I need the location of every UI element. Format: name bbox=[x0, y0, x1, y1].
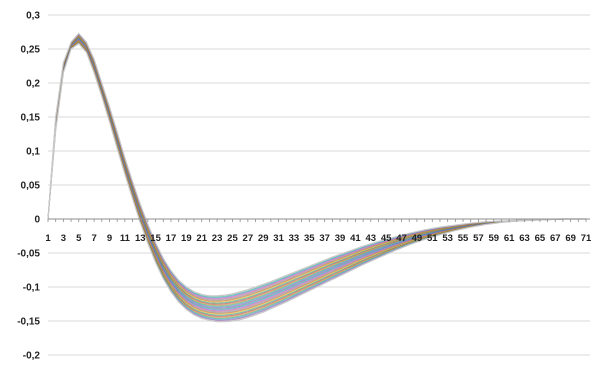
zero-axis bbox=[47, 218, 590, 222]
y-tick-label: 0,05 bbox=[21, 181, 41, 192]
x-tick-label: 55 bbox=[458, 233, 469, 244]
x-tick-label: 49 bbox=[412, 233, 423, 244]
x-tick-label: 61 bbox=[504, 233, 515, 244]
x-tick-label: 53 bbox=[442, 233, 453, 244]
series-line bbox=[47, 33, 586, 299]
x-tick-label: 1 bbox=[45, 233, 51, 244]
x-tick-label: 45 bbox=[381, 233, 392, 244]
x-tick-label: 35 bbox=[304, 233, 315, 244]
series-lines bbox=[47, 32, 586, 323]
x-tick-label: 13 bbox=[135, 233, 146, 244]
series-line bbox=[47, 33, 586, 298]
x-tick-label: 17 bbox=[166, 233, 177, 244]
series-line bbox=[47, 33, 586, 300]
x-tick-label: 19 bbox=[181, 233, 192, 244]
y-tick-label: -0,1 bbox=[23, 283, 41, 294]
gridlines bbox=[48, 14, 590, 356]
y-tick-label: 0,3 bbox=[26, 11, 40, 22]
x-tick-label: 23 bbox=[212, 233, 223, 244]
x-tick-label: 33 bbox=[289, 233, 300, 244]
x-tick-label: 69 bbox=[565, 233, 576, 244]
x-tick-label: 71 bbox=[581, 233, 592, 244]
x-tick-label: 47 bbox=[396, 233, 407, 244]
y-tick-label: 0 bbox=[34, 215, 40, 226]
x-tick-label: 21 bbox=[196, 233, 207, 244]
y-tick-label: 0,25 bbox=[21, 45, 41, 56]
y-tick-label: -0,15 bbox=[17, 317, 40, 328]
x-tick-labels: 1 3 5 7 9 11 13 15 17 19 21 23 25 27 29 31 33 35 37 39 41 43 4… bbox=[45, 233, 592, 244]
x-tick-label: 41 bbox=[350, 233, 361, 244]
x-tick-label: 39 bbox=[335, 233, 346, 244]
x-tick-label: 9 bbox=[107, 233, 112, 244]
x-tick-label: 11 bbox=[120, 233, 131, 244]
x-tick-label: 5 bbox=[76, 233, 82, 244]
x-tick-label: 31 bbox=[273, 233, 284, 244]
series-line bbox=[47, 32, 586, 297]
y-tick-label: 0,1 bbox=[26, 147, 40, 158]
x-tick-label: 57 bbox=[473, 233, 484, 244]
x-tick-label: 65 bbox=[535, 233, 546, 244]
y-tick-label: 0,2 bbox=[26, 79, 40, 90]
x-tick-label: 67 bbox=[550, 233, 561, 244]
y-tick-label: -0,2 bbox=[23, 351, 41, 362]
x-tick-label: 63 bbox=[519, 233, 530, 244]
x-tick-label: 15 bbox=[150, 233, 161, 244]
y-tick-label: 0,15 bbox=[21, 113, 41, 124]
x-tick-label: 3 bbox=[61, 233, 66, 244]
y-tick-labels: 0,3 0,25 0,2 0,15 0,1 0,05 0 -0,05 -0,1 -0,15 -0,2 bbox=[17, 11, 40, 362]
series-line bbox=[47, 34, 586, 301]
x-tick-label: 37 bbox=[319, 233, 330, 244]
x-tick-label: 43 bbox=[366, 233, 377, 244]
x-tick-label: 27 bbox=[243, 233, 254, 244]
x-tick-label: 51 bbox=[427, 233, 438, 244]
x-tick-label: 7 bbox=[91, 233, 96, 244]
x-tick-label: 29 bbox=[258, 233, 269, 244]
x-tick-label: 25 bbox=[227, 233, 238, 244]
y-tick-label: -0,05 bbox=[17, 249, 40, 260]
x-tick-label: 59 bbox=[488, 233, 499, 244]
series-line bbox=[47, 42, 586, 323]
